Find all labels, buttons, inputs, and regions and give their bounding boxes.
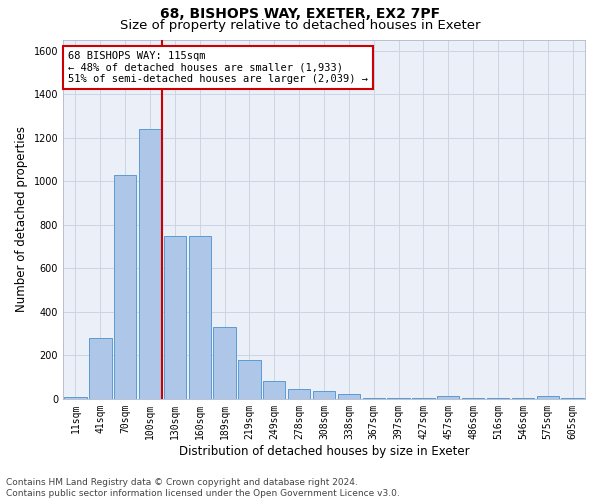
Text: Contains HM Land Registry data © Crown copyright and database right 2024.
Contai: Contains HM Land Registry data © Crown c… — [6, 478, 400, 498]
Bar — [313, 391, 335, 399]
Bar — [238, 360, 260, 399]
Bar — [412, 398, 434, 399]
Bar — [338, 394, 360, 399]
Bar — [89, 338, 112, 399]
Bar — [139, 129, 161, 399]
Bar — [512, 398, 534, 399]
Bar — [188, 236, 211, 399]
Bar — [288, 389, 310, 399]
Bar — [562, 398, 584, 399]
Bar — [437, 396, 460, 399]
Text: 68, BISHOPS WAY, EXETER, EX2 7PF: 68, BISHOPS WAY, EXETER, EX2 7PF — [160, 8, 440, 22]
Bar — [263, 382, 286, 399]
Bar — [487, 398, 509, 399]
X-axis label: Distribution of detached houses by size in Exeter: Distribution of detached houses by size … — [179, 444, 469, 458]
Bar — [462, 398, 484, 399]
Bar — [64, 396, 86, 399]
Bar — [214, 327, 236, 399]
Text: Size of property relative to detached houses in Exeter: Size of property relative to detached ho… — [120, 18, 480, 32]
Bar — [164, 236, 186, 399]
Y-axis label: Number of detached properties: Number of detached properties — [15, 126, 28, 312]
Bar — [388, 398, 410, 399]
Bar — [114, 175, 136, 399]
Text: 68 BISHOPS WAY: 115sqm
← 48% of detached houses are smaller (1,933)
51% of semi-: 68 BISHOPS WAY: 115sqm ← 48% of detached… — [68, 51, 368, 84]
Bar — [362, 398, 385, 399]
Bar — [536, 396, 559, 399]
